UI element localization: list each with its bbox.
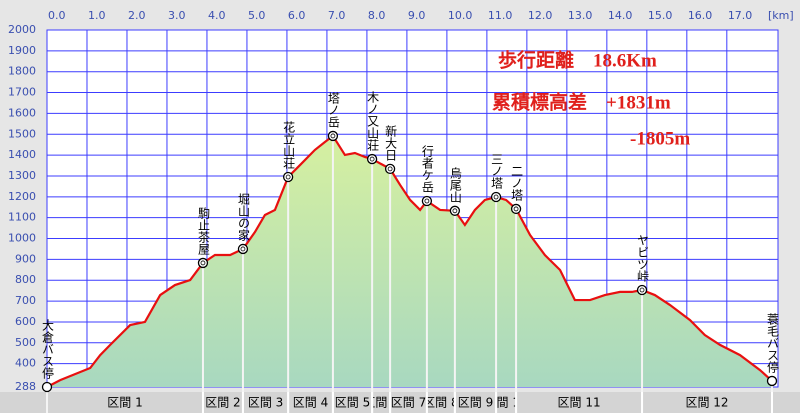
waypoint-marker-inner: [369, 156, 375, 162]
waypoint-label: 花立山荘: [282, 120, 296, 170]
y-tick-label: 1500: [8, 127, 36, 140]
x-tick-label: 10.0: [448, 9, 473, 22]
waypoint-label: 堀山の家: [236, 192, 250, 241]
waypoint-marker: [197, 257, 209, 269]
x-tick-label: 17.0: [728, 9, 753, 22]
waypoint-label: 木ノ又山荘: [366, 91, 380, 152]
x-tick-label: 3.0: [168, 9, 186, 22]
segment-label: 区間 1: [107, 396, 142, 410]
y-tick-label: 2000: [8, 23, 36, 36]
x-tick-label: 9.0: [408, 9, 426, 22]
waypoint-label: 大倉バス停: [41, 319, 55, 380]
y-tick-label: 900: [15, 252, 36, 265]
y-tick-label: 1000: [8, 232, 36, 245]
waypoint-marker: [327, 130, 339, 142]
x-tick-label: 0.0: [48, 9, 66, 22]
segment-label: 区間 3: [248, 396, 283, 410]
profile-area: [47, 135, 773, 387]
x-tick-label: 14.0: [608, 9, 633, 22]
waypoint-label: 三ノ塔: [490, 153, 504, 190]
y-tick-label: 1100: [8, 211, 36, 224]
waypoint-label: 塔ノ岳: [326, 91, 340, 127]
waypoint-marker-inner: [513, 206, 519, 212]
annotation: 歩行距離 18.6Km: [498, 48, 657, 71]
waypoint-marker: [237, 243, 249, 255]
x-tick-label: 12.0: [528, 9, 553, 22]
segment-label: 区間 4: [293, 396, 328, 410]
x-tick-label: 8.0: [368, 9, 386, 22]
waypoint-marker: [366, 153, 378, 165]
y-tick-label: 400: [15, 357, 36, 370]
segment-label: 区間 8: [423, 396, 458, 410]
annotation: 累積標高差 +1831m: [492, 90, 671, 113]
y-tick-label: 800: [15, 273, 36, 286]
waypoint-marker-inner: [493, 194, 499, 200]
segment-label: 区間 11: [558, 396, 601, 410]
y-tick-label: 700: [15, 294, 36, 307]
segment-strip: [0, 392, 800, 413]
x-tick-label: 2.0: [128, 9, 146, 22]
waypoint-marker-inner: [424, 198, 430, 204]
waypoint-marker-inner: [452, 208, 458, 214]
segment-label: 区間 7: [391, 396, 426, 410]
segment-label: 区間 12: [685, 396, 728, 410]
segment-label: 区間 6: [363, 396, 398, 410]
waypoint-label: 蓑毛バス停: [766, 313, 780, 374]
y-tick-label: 1900: [8, 44, 36, 57]
waypoint-marker-inner: [639, 287, 645, 293]
y-tick-label: 500: [15, 336, 36, 349]
waypoint-label: 新大日: [384, 123, 398, 160]
waypoint-marker: [510, 203, 522, 215]
waypoint-label: 二ノ塔: [510, 165, 524, 202]
y-tick-label: 1400: [8, 148, 36, 161]
x-tick-label: 16.0: [688, 9, 713, 22]
x-tick-label: 7.0: [328, 9, 346, 22]
waypoint-marker: [384, 163, 396, 175]
segment-label: 区間 9: [458, 396, 493, 410]
x-tick-label: 15.0: [648, 9, 673, 22]
x-tick-label: 4.0: [208, 9, 226, 22]
waypoint-label: 烏尾山: [448, 166, 462, 202]
annotation: -1805m: [630, 128, 690, 149]
y-tick-label: 288: [15, 380, 36, 393]
y-tick-label: 1200: [8, 190, 36, 203]
waypoint-marker: [766, 375, 778, 387]
waypoint-label: 駒止茶屋: [196, 206, 210, 255]
waypoint-marker-inner: [285, 174, 291, 180]
waypoint-marker: [449, 205, 461, 216]
y-tick-label: 1600: [8, 106, 36, 119]
profile-line: [46, 134, 773, 388]
y-tick-label: 1300: [8, 169, 36, 182]
segment-label: 区間 2: [205, 396, 240, 410]
x-tick-label: 5.0: [248, 9, 266, 22]
y-tick-label: 1700: [8, 86, 36, 99]
waypoint-label: ヤビツ峠: [636, 234, 650, 282]
waypoint-marker: [282, 171, 294, 183]
x-tick-label: 11.0: [488, 9, 513, 22]
x-tick-label: 13.0: [568, 9, 593, 22]
waypoint-marker: [421, 195, 433, 207]
waypoint-marker-inner: [200, 260, 206, 266]
x-unit: [km]: [768, 9, 794, 22]
waypoint-marker-inner: [387, 166, 393, 172]
y-tick-label: 1800: [8, 65, 36, 78]
x-tick-label: 6.0: [288, 9, 306, 22]
x-tick-label: 1.0: [88, 9, 106, 22]
waypoint-marker-inner: [330, 133, 336, 139]
waypoint-marker: [490, 191, 502, 203]
segment-label: 区間 5: [335, 396, 370, 410]
waypoint-marker: [41, 381, 53, 393]
waypoint-label: 行者ケ岳: [420, 145, 434, 193]
segment-label: 区間 10: [485, 396, 528, 410]
waypoint-marker: [636, 284, 648, 296]
waypoint-marker-inner: [240, 246, 246, 252]
y-tick-label: 600: [15, 315, 36, 328]
